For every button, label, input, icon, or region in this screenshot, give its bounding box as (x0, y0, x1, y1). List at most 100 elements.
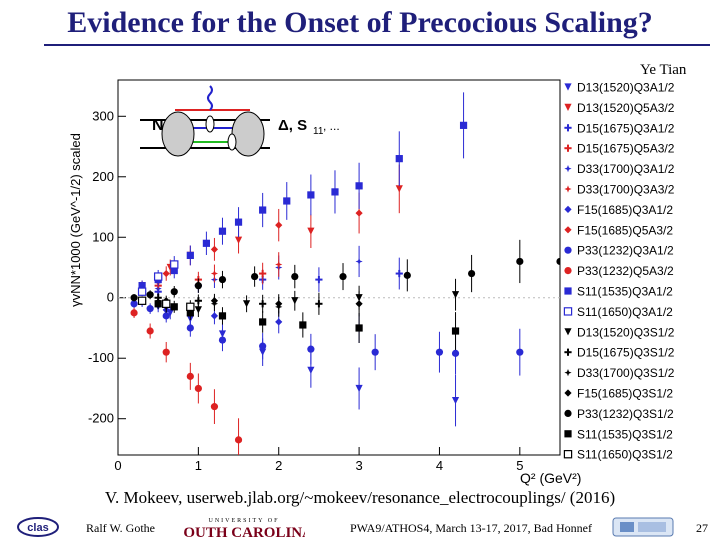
data-point (186, 324, 194, 332)
legend-marker (564, 83, 572, 91)
data-point (564, 103, 572, 111)
data-point (331, 188, 339, 196)
data-point (563, 450, 573, 459)
data-point (299, 321, 307, 329)
legend-label: P33(1232)Q3S1/2 (577, 407, 674, 421)
data-point (153, 272, 163, 281)
data-point (162, 348, 170, 356)
legend-label: P33(1232)Q5A3/2 (577, 264, 674, 278)
legend-marker (564, 409, 572, 417)
presenter-name: Ralf W. Gothe (86, 521, 155, 535)
data-point (275, 300, 283, 308)
x-tick-label: 4 (436, 458, 443, 473)
series-D13(1520)Q5A3/2 (138, 164, 403, 291)
series-S11(1535)Q3A1/2 (138, 92, 468, 291)
legend-label: D15(1675)Q3A1/2 (577, 121, 675, 135)
data-point (210, 312, 219, 320)
data-point (291, 272, 299, 281)
data-point (194, 306, 202, 314)
series-S11(1650)Q3S1/2 (137, 296, 195, 314)
data-point (355, 209, 363, 217)
data-point (564, 409, 572, 417)
y-axis-label: γvNN*1000 (GeV^-1/2) scaled (68, 133, 83, 307)
scaling-chart: -200 -100 0 100 200 300 0 1 2 3 4 5Q² (GeV²) γvNN*10… (68, 79, 675, 486)
data-point (218, 336, 227, 344)
title-underline (44, 44, 710, 46)
legend-label: S11(1535)Q3S1/2 (577, 427, 673, 441)
y-tick-label: 0 (107, 290, 114, 305)
data-point (564, 369, 572, 377)
legend-marker (564, 103, 572, 111)
inset-label-sub: 11 (313, 126, 324, 137)
data-point (563, 307, 573, 316)
data-point (154, 300, 162, 308)
data-point (564, 389, 572, 397)
data-point (451, 291, 460, 299)
data-point (130, 300, 138, 308)
data-point (459, 121, 468, 129)
data-point (403, 271, 411, 279)
data-point (146, 291, 154, 299)
x-tick-label: 1 (195, 458, 202, 473)
legend-marker (564, 246, 572, 254)
data-point (210, 297, 219, 305)
data-point (516, 257, 524, 266)
data-point (218, 275, 227, 284)
legend-marker (564, 144, 572, 152)
data-point (259, 206, 267, 214)
inset-diagram: N Δ, S 11, ... (140, 85, 340, 157)
inset-label-dots: , ... (323, 119, 340, 133)
x-tick-label: 5 (516, 458, 523, 473)
legend-label: S11(1650)Q3S1/2 (577, 448, 673, 462)
data-point (468, 269, 476, 278)
x-axis-label: Q² (GeV²) (520, 470, 581, 486)
inset-label-delta: Δ, S (278, 117, 307, 134)
legend-marker (563, 307, 573, 316)
data-point (162, 312, 170, 320)
legend-label: D33(1700)Q3S1/2 (577, 366, 675, 380)
data-point (564, 165, 572, 173)
author-label: Ye Tian (640, 62, 687, 78)
data-point (186, 372, 194, 380)
legend-label: D13(1520)Q5A3/2 (577, 101, 675, 115)
x-tick-label: 3 (355, 458, 362, 473)
data-point (564, 185, 572, 193)
legend-marker (564, 226, 572, 234)
y-tick-label: 300 (92, 108, 114, 123)
data-point (435, 348, 444, 356)
data-point (234, 236, 243, 244)
legend-label: D13(1520)Q3A1/2 (577, 81, 675, 95)
series-S11(1650)Q3A1/2 (137, 256, 179, 297)
citation: V. Mokeev, userweb.jlab.org/~mokeev/reso… (104, 488, 616, 507)
data-point (275, 318, 283, 326)
data-point (137, 287, 147, 296)
inset-blob (161, 111, 195, 157)
data-point (564, 267, 572, 275)
legend-marker (564, 205, 572, 213)
series-P33(1232)Q3S1/2 (130, 238, 560, 302)
data-point (210, 245, 219, 253)
y-tick-label: 200 (92, 169, 114, 184)
data-point (186, 302, 195, 312)
data-point (564, 226, 572, 234)
data-point (146, 305, 154, 313)
x-tick-label: 0 (114, 458, 121, 473)
data-point (170, 260, 179, 269)
data-point (242, 300, 251, 308)
clas-logo: clas (17, 517, 59, 537)
data-point (307, 227, 315, 235)
series-D33(1700)Q3A1/2 (154, 245, 363, 295)
legend-marker (564, 267, 572, 275)
legend-label: F15(1685)Q5A3/2 (577, 223, 673, 237)
data-point (395, 155, 403, 163)
data-point (564, 430, 572, 438)
usc-logo-top: UNIVERSITY OF (209, 518, 280, 524)
photon-line (207, 85, 213, 111)
data-point (564, 287, 572, 295)
data-point (251, 272, 259, 281)
data-point (130, 309, 138, 317)
data-point (291, 297, 299, 305)
legend-marker (564, 185, 572, 193)
x-tick-label: 2 (275, 458, 282, 473)
data-point (307, 191, 315, 199)
